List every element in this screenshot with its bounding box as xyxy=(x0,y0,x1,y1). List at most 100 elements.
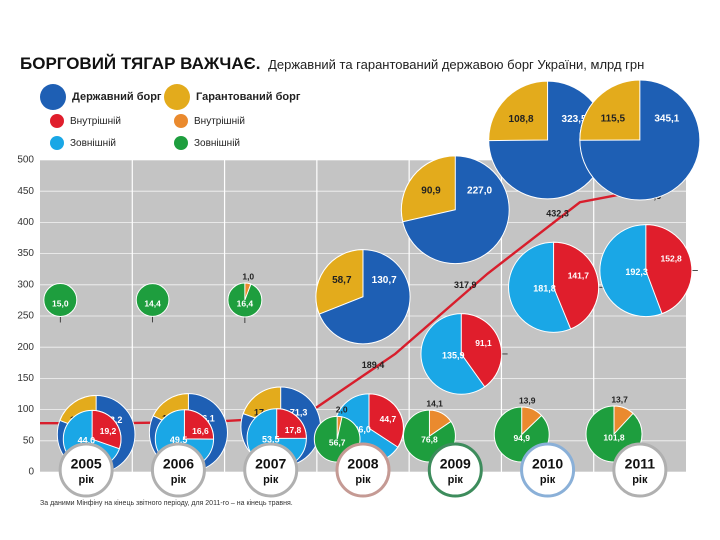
state-internal-value: 141,7 xyxy=(568,270,590,280)
state-external-value: 44,0 xyxy=(78,436,96,446)
y-axis-ticks: 0 50 100 150 200 250 300 350 400 450 500 xyxy=(17,155,34,478)
guaranteed-internal-swatch xyxy=(174,114,188,128)
y-tick-label: 250 xyxy=(17,311,34,322)
state-debt-pie-highlight-slice xyxy=(460,313,503,388)
total-debt-label: 317,9 xyxy=(454,280,477,290)
year-badge-ring xyxy=(612,442,668,498)
y-tick-label: 100 xyxy=(17,404,34,415)
y-tick-label: 0 xyxy=(28,467,34,478)
guaranteed-external-value: 94,9 xyxy=(513,433,530,443)
guaranteed-debt-swatch xyxy=(164,84,190,110)
y-tick-label: 150 xyxy=(17,373,34,384)
state-internal-value: 152,8 xyxy=(661,253,683,263)
guaranteed-external-value: 15,0 xyxy=(52,298,69,308)
state-debt-pie-highlight-slice xyxy=(91,409,122,450)
guaranteed-debt-value: 90,9 xyxy=(421,185,441,196)
guaranteed-debt-value: 108,8 xyxy=(509,114,534,125)
title-sub: Державний та гарантований державою борг … xyxy=(268,57,645,72)
legend-state-external-label: Зовнішній xyxy=(70,137,117,149)
state-external-value: 86,0 xyxy=(353,425,371,435)
state-internal-value: 16,6 xyxy=(192,426,209,436)
guaranteed-external-value: 76,8 xyxy=(421,434,438,444)
state-debt-swatch xyxy=(40,84,66,110)
guaranteed-debt-pie xyxy=(43,283,78,317)
total-debt-pie-highlight-slice xyxy=(400,155,456,223)
year-badge-unit: рік xyxy=(79,474,95,486)
guaranteed-debt-pie-highlight-slice xyxy=(336,415,343,440)
y-tick-label: 450 xyxy=(17,186,34,197)
legend-state-debt: Державний борг xyxy=(40,84,162,110)
state-external-value: 49,5 xyxy=(170,435,188,445)
legend-guaranteed-internal: Внутрішній xyxy=(174,114,245,128)
legend-guaranteed-external-label: Зовнішній xyxy=(194,137,241,149)
state-debt-pie-highlight-slice xyxy=(368,393,404,448)
y-tick-label: 400 xyxy=(17,217,34,228)
year-badge-year: 2005 xyxy=(71,456,102,472)
total-debt-label: 432,3 xyxy=(546,209,569,219)
state-debt-value: 227,0 xyxy=(467,185,492,196)
year-badge-unit: рік xyxy=(540,474,556,486)
state-debt-pie xyxy=(508,241,600,333)
guaranteed-debt-pie-highlight-slice xyxy=(244,282,252,301)
y-tick-label: 200 xyxy=(17,342,34,353)
year-badge-ring xyxy=(335,442,391,498)
year-badges: 2005 рік 2006 рік 2007 рік 2008 рік 2009 рік 2010 р… xyxy=(58,442,668,498)
guaranteed-debt-value: 115,5 xyxy=(601,114,626,125)
year-badge-unit: рік xyxy=(632,474,648,486)
guaranteed-internal-value: 14,1 xyxy=(426,398,443,408)
state-debt-pie xyxy=(599,224,693,318)
guaranteed-internal-value: 13,7 xyxy=(611,394,628,404)
total-debt-pie xyxy=(400,155,510,265)
year-badge-ring xyxy=(150,442,206,498)
guaranteed-internal-value: 13,9 xyxy=(519,395,536,405)
year-badge-unit: рік xyxy=(355,474,371,486)
legend-state-external: Зовнішній xyxy=(50,136,116,150)
state-external-value: 181,8 xyxy=(533,284,556,294)
state-debt-value: 130,7 xyxy=(372,275,397,286)
guaranteed-debt-pie-main-slice xyxy=(135,283,170,317)
year-badge-ring xyxy=(427,442,483,498)
chart-title: БОРГОВИЙ ТЯГАР ВАЖЧАЄ. Державний та гара… xyxy=(20,54,644,74)
guaranteed-external-value: 101,8 xyxy=(603,432,625,442)
legend-guaranteed-internal-label: Внутрішній xyxy=(194,115,245,127)
state-debt-value: 345,1 xyxy=(654,114,679,125)
state-internal-value: 17,8 xyxy=(285,425,302,435)
state-external-swatch xyxy=(50,136,64,150)
total-debt-pie-highlight-slice xyxy=(579,79,641,141)
year-badge-ring xyxy=(520,442,576,498)
y-tick-label: 500 xyxy=(17,155,34,166)
legend-guaranteed-debt: Гарантований борг xyxy=(164,84,300,110)
state-debt-value: 66,1 xyxy=(197,413,215,423)
guaranteed-external-value: 16,4 xyxy=(237,298,254,308)
guaranteed-external-value: 14,4 xyxy=(144,298,161,308)
state-debt-pie-highlight-slice xyxy=(553,241,600,330)
total-debt-pie xyxy=(579,79,701,201)
year-badge-year: 2008 xyxy=(347,456,378,472)
guaranteed-debt-pie-highlight-slice xyxy=(521,406,543,436)
guaranteed-internal-value: 2,0 xyxy=(336,405,348,415)
state-debt-pie-highlight-slice xyxy=(183,409,215,440)
guaranteed-debt-pie xyxy=(227,282,263,318)
state-external-value: 192,3 xyxy=(625,267,648,277)
year-badge-ring xyxy=(58,442,114,498)
total-debt-pie-highlight-slice xyxy=(315,249,364,315)
state-debt-value: 323,5 xyxy=(562,114,587,125)
year-badge-ring xyxy=(243,442,299,498)
state-internal-value: 44,7 xyxy=(380,414,397,424)
guaranteed-debt-value: 58,7 xyxy=(332,275,352,286)
state-external-value: 135,9 xyxy=(442,350,465,360)
state-debt-pie xyxy=(420,313,503,395)
year-badge-unit: рік xyxy=(263,474,279,486)
year-badge-year: 2010 xyxy=(532,456,563,472)
total-debt-pie xyxy=(488,80,607,200)
total-debt-pie xyxy=(315,249,411,345)
guaranteed-debt-pie-highlight-slice xyxy=(613,405,634,436)
state-internal-value: 91,1 xyxy=(475,338,492,348)
title-main: БОРГОВИЙ ТЯГАР ВАЖЧАЄ. xyxy=(20,54,261,73)
state-internal-value: 19,2 xyxy=(100,426,117,436)
y-tick-label: 350 xyxy=(17,248,34,259)
year-badge-year: 2007 xyxy=(255,456,286,472)
legend-state-internal-label: Внутрішній xyxy=(70,115,121,127)
guaranteed-external-value: 56,7 xyxy=(329,437,346,447)
